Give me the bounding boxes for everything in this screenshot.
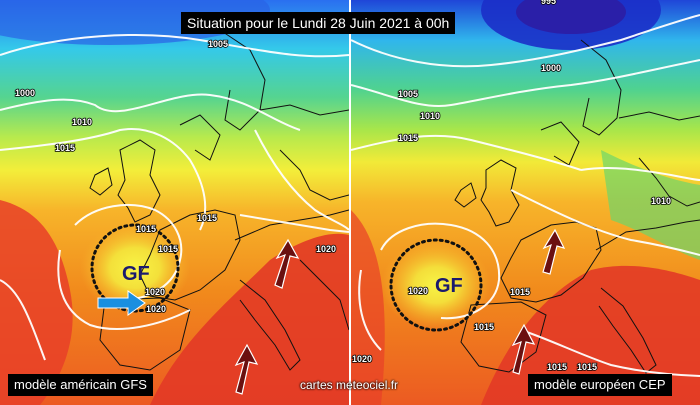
gfs-red-southeast (150, 233, 349, 405)
gfs-red-west (0, 200, 73, 405)
isobar-label: 1015 (510, 287, 530, 297)
ecmwf-model-label: modèle européen CEP (528, 374, 672, 396)
ecmwf-low-core (516, 0, 626, 34)
isobar-label: 1010 (651, 196, 671, 206)
ecmwf-map-panel: GF 995 1000 1005 1010 1015 1010 1020 101… (351, 0, 700, 405)
isobar-label: 1020 (145, 287, 165, 297)
isobar-label: 1020 (352, 354, 372, 364)
ecmwf-map: GF 995 1000 1005 1010 1015 1010 1020 101… (351, 0, 700, 405)
isobar-label: 1015 (398, 133, 418, 143)
gfs-heat-arrow-icon (274, 238, 300, 289)
isobar-label: 1015 (197, 213, 217, 223)
isobar-label: 1015 (577, 362, 597, 372)
isobar-label: 1010 (420, 111, 440, 121)
isobar-label: 1020 (146, 304, 166, 314)
gfs-isobars (0, 34, 349, 361)
isobar-label: 995 (541, 0, 556, 6)
panel-divider (349, 0, 351, 405)
ecmwf-green-east (601, 150, 700, 260)
gfs-high-marker (90, 223, 180, 313)
map-title: Situation pour le Lundi 28 Juin 2021 à 0… (181, 12, 456, 34)
isobar-label: 1015 (547, 362, 567, 372)
isobar-label: 1015 (136, 224, 156, 234)
ecmwf-coastlines (454, 39, 700, 374)
isobar-label: 1000 (541, 63, 561, 73)
ecmwf-isobar-labels: 995 1000 1005 1010 1015 1010 1020 1015 1… (351, 0, 672, 373)
isobar-label: 1015 (158, 244, 178, 254)
gfs-map: GF 1005 1000 1010 1015 1015 1015 1015 10… (0, 0, 349, 405)
ecmwf-isobars (351, 14, 700, 377)
isobar-label: 1020 (408, 286, 428, 296)
isobar-label: 1010 (72, 117, 92, 127)
isobar-label: 1005 (208, 39, 228, 49)
credit-text: cartes meteociel.fr (300, 378, 399, 392)
gfs-isobar-labels: 1005 1000 1010 1015 1015 1015 1015 1020 … (14, 38, 337, 315)
gfs-high-area (80, 223, 190, 313)
ecmwf-heat-arrow-icon (511, 323, 536, 375)
gfs-map-panel: GF 1005 1000 1010 1015 1015 1015 1015 10… (0, 0, 349, 405)
ecmwf-red-southeast (481, 265, 700, 405)
gfs-heat-arrow-icon (234, 343, 259, 395)
gfs-high-label: GF (122, 263, 150, 285)
ecmwf-high-marker (389, 238, 483, 332)
isobar-label: 1020 (316, 244, 336, 254)
isobar-label: 1015 (474, 322, 494, 332)
gfs-model-label: modèle américain GFS (8, 374, 153, 396)
isobar-label: 1005 (398, 89, 418, 99)
ecmwf-heat-arrow-icon (542, 228, 566, 275)
ecmwf-red-west (351, 210, 385, 405)
ecmwf-high-label: GF (435, 275, 463, 297)
isobar-label: 1000 (15, 88, 35, 98)
ecmwf-high-area (381, 240, 491, 330)
isobar-label: 1015 (55, 143, 75, 153)
gfs-blue-arrow-icon (97, 290, 146, 316)
